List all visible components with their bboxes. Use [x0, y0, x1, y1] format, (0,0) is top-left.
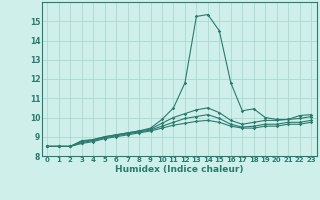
- X-axis label: Humidex (Indice chaleur): Humidex (Indice chaleur): [115, 165, 244, 174]
